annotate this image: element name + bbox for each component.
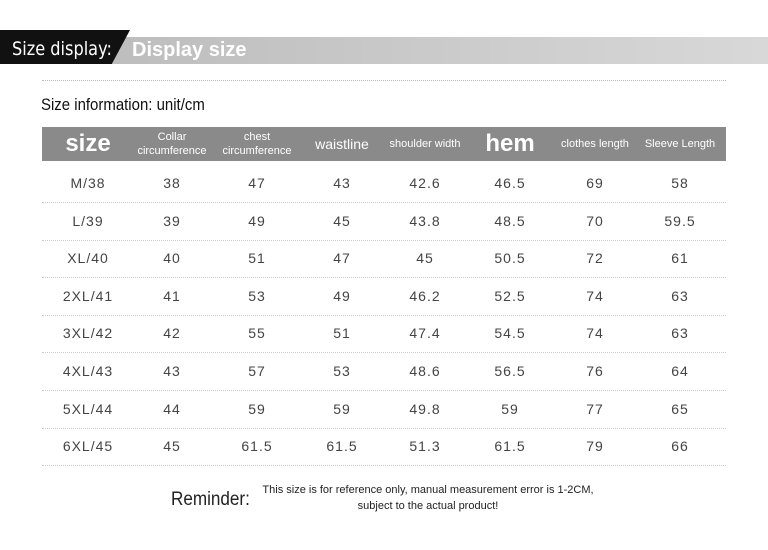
cell: 41 bbox=[163, 287, 181, 304]
cell: 61.5 bbox=[494, 438, 526, 455]
cell: 66 bbox=[671, 438, 689, 455]
cell: M/38 bbox=[70, 175, 106, 191]
row-divider bbox=[42, 314, 726, 316]
cell: 43 bbox=[163, 363, 181, 379]
row-divider bbox=[42, 352, 726, 354]
cell: 59 bbox=[248, 400, 266, 417]
cell: 57 bbox=[248, 363, 266, 379]
cell: 70 bbox=[586, 212, 604, 229]
column-header: Sleeve Length bbox=[644, 138, 716, 150]
column-header: Collar circumference bbox=[137, 131, 207, 157]
cell: 39 bbox=[163, 212, 181, 229]
cell: 56.5 bbox=[494, 363, 526, 379]
cell: 45 bbox=[333, 212, 351, 229]
row-divider bbox=[42, 277, 726, 279]
cell: 46.5 bbox=[494, 175, 526, 191]
cell: 53 bbox=[248, 287, 266, 304]
cell: 61.5 bbox=[241, 438, 273, 455]
cell: 47 bbox=[248, 175, 266, 191]
cell: 63 bbox=[671, 287, 689, 304]
cell: 69 bbox=[586, 175, 604, 191]
column-header: size bbox=[65, 130, 111, 157]
reminder-label: Reminder: bbox=[171, 489, 250, 510]
cell: 72 bbox=[586, 250, 604, 267]
cell: 47 bbox=[333, 250, 351, 267]
cell: 49.8 bbox=[409, 400, 441, 417]
header-band bbox=[110, 37, 768, 64]
header-right: Display size bbox=[132, 39, 247, 61]
cell: 45 bbox=[416, 250, 434, 267]
cell: L/39 bbox=[72, 212, 104, 229]
cell: 42 bbox=[163, 325, 181, 342]
info: Size information: unit/cm bbox=[41, 95, 205, 114]
cell: 51 bbox=[333, 325, 351, 342]
cell: 52.5 bbox=[494, 287, 526, 304]
cell: 42.6 bbox=[409, 175, 441, 191]
cell: 48.6 bbox=[409, 363, 441, 379]
divider bbox=[42, 80, 726, 81]
cell: 59.5 bbox=[664, 212, 696, 229]
cell: 49 bbox=[333, 287, 351, 304]
row-divider bbox=[42, 465, 726, 467]
cell: XL/40 bbox=[67, 250, 109, 267]
cell: 54.5 bbox=[494, 325, 526, 342]
cell: 51.3 bbox=[409, 438, 441, 455]
cell: 50.5 bbox=[494, 250, 526, 267]
row-divider bbox=[42, 202, 726, 203]
cell: 53 bbox=[333, 363, 351, 379]
cell: 58 bbox=[671, 175, 689, 191]
cell: 48.5 bbox=[494, 212, 526, 229]
cell: 40 bbox=[163, 250, 181, 267]
column-header: hem bbox=[485, 130, 535, 157]
column-header: clothes length bbox=[561, 138, 629, 150]
row-divider bbox=[42, 390, 726, 391]
cell: 79 bbox=[586, 438, 604, 455]
cell: 76 bbox=[586, 363, 604, 379]
cell: 65 bbox=[671, 400, 689, 417]
cell: 74 bbox=[586, 287, 604, 304]
row-divider bbox=[42, 239, 726, 241]
cell: 46.2 bbox=[409, 287, 441, 304]
cell: 38 bbox=[163, 175, 181, 191]
header-left: Size display: bbox=[12, 38, 112, 60]
header-tab bbox=[0, 30, 130, 64]
cell: 51 bbox=[248, 250, 266, 267]
cell: 6XL/45 bbox=[62, 438, 114, 455]
cell: 74 bbox=[586, 325, 604, 342]
cell: 49 bbox=[248, 212, 266, 229]
cell: 63 bbox=[671, 325, 689, 342]
cell: 44 bbox=[163, 400, 181, 417]
cell: 3XL/42 bbox=[62, 325, 114, 342]
cell: 77 bbox=[586, 400, 604, 417]
cell: 55 bbox=[248, 325, 266, 342]
table-header bbox=[42, 127, 726, 161]
cell: 59 bbox=[333, 400, 351, 417]
column-header: chest circumference bbox=[222, 131, 292, 157]
cell: 5XL/44 bbox=[62, 400, 114, 417]
cell: 64 bbox=[671, 363, 689, 379]
cell: 61 bbox=[671, 250, 689, 267]
column-header: shoulder width bbox=[389, 138, 461, 150]
cell: 61.5 bbox=[326, 438, 358, 455]
cell: 59 bbox=[501, 400, 519, 417]
cell: 43.8 bbox=[409, 212, 441, 229]
cell: 45 bbox=[163, 438, 181, 455]
reminder-text: This size is for reference only, manual … bbox=[262, 484, 594, 512]
cell: 2XL/41 bbox=[62, 287, 114, 304]
cell: 43 bbox=[333, 175, 351, 191]
cell: 47.4 bbox=[409, 325, 441, 342]
row-divider bbox=[42, 427, 726, 429]
cell: 4XL/43 bbox=[62, 363, 114, 379]
column-header: waistline bbox=[315, 136, 369, 152]
